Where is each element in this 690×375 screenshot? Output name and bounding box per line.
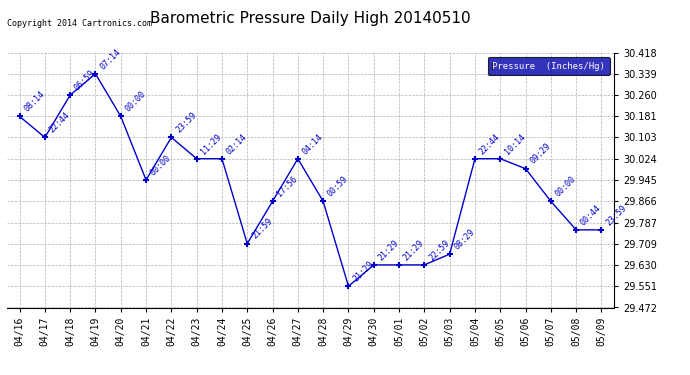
Text: 11:29: 11:29 [199,132,224,156]
Text: 21:29: 21:29 [351,260,375,284]
Text: 00:00: 00:00 [149,153,173,177]
Text: 04:14: 04:14 [301,132,325,156]
Text: 21:59: 21:59 [250,217,274,241]
Text: 08:14: 08:14 [22,90,46,114]
Text: 23:59: 23:59 [604,203,629,227]
Text: 10:14: 10:14 [503,132,527,156]
Text: 00:00: 00:00 [553,174,578,198]
Text: 00:44: 00:44 [579,203,603,227]
Text: 00:59: 00:59 [326,174,350,198]
Text: 21:29: 21:29 [377,238,401,262]
Text: 06:59: 06:59 [73,68,97,92]
Text: Barometric Pressure Daily High 20140510: Barometric Pressure Daily High 20140510 [150,11,471,26]
Text: 08:29: 08:29 [453,227,477,251]
Text: 23:59: 23:59 [174,111,198,135]
Text: 22:59: 22:59 [427,238,451,262]
Text: 22:44: 22:44 [477,132,502,156]
Text: 02:14: 02:14 [225,132,249,156]
Text: 07:14: 07:14 [98,47,122,71]
Text: Copyright 2014 Cartronics.com: Copyright 2014 Cartronics.com [7,19,152,28]
Text: 22:44: 22:44 [48,111,72,135]
Text: 00:00: 00:00 [124,90,148,114]
Text: 17:56: 17:56 [275,174,299,198]
Text: 21:29: 21:29 [402,238,426,262]
Text: 09:29: 09:29 [529,142,553,166]
Legend: Pressure  (Inches/Hg): Pressure (Inches/Hg) [488,57,609,75]
